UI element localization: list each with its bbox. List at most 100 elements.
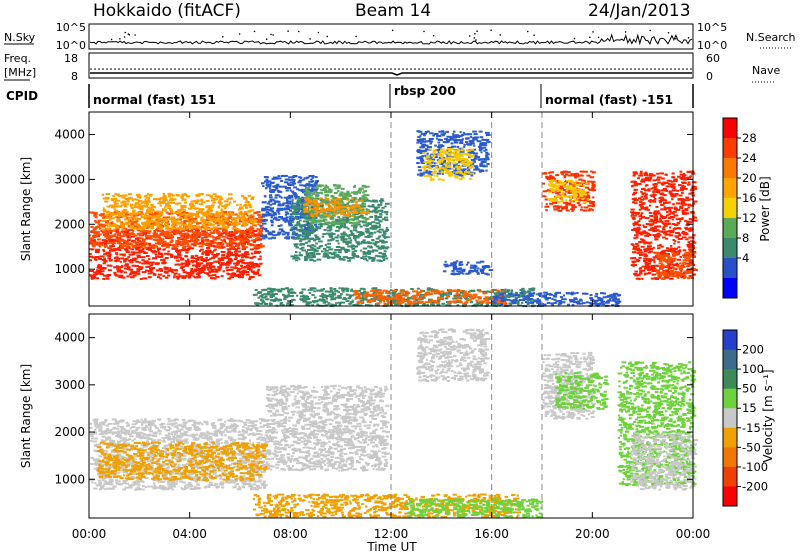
range-gate-cell — [467, 262, 469, 264]
range-gate-cell — [260, 299, 262, 301]
range-gate-cell — [293, 193, 297, 195]
range-gate-cell — [436, 138, 438, 140]
range-gate-cell — [442, 295, 444, 297]
range-gate-cell — [250, 257, 254, 259]
range-gate-cell — [340, 210, 344, 212]
range-gate-cell — [269, 302, 271, 304]
range-gate-cell — [232, 254, 235, 256]
range-gate-cell — [405, 303, 407, 305]
range-gate-cell — [264, 303, 269, 305]
range-gate-cell — [330, 202, 333, 204]
range-gate-cell — [146, 203, 149, 205]
range-gate-cell — [351, 192, 354, 194]
range-gate-cell — [126, 275, 129, 277]
range-gate-cell — [115, 216, 117, 218]
range-gate-cell — [452, 273, 455, 275]
range-gate-cell — [310, 231, 315, 233]
nsearch-point — [598, 37, 600, 39]
range-gate-cell — [155, 253, 158, 255]
range-gate-cell — [164, 269, 169, 271]
range-gate-cell — [362, 207, 364, 209]
range-gate-cell — [203, 259, 207, 261]
range-gate-cell — [440, 156, 443, 158]
range-gate-cell — [302, 238, 306, 240]
range-gate-cell — [201, 270, 204, 272]
range-gate-cell — [352, 254, 356, 256]
range-gate-cell — [330, 291, 334, 293]
range-gate-cell — [373, 200, 378, 202]
range-gate-cell — [467, 144, 470, 146]
range-gate-cell — [126, 201, 130, 203]
range-gate-cell — [132, 230, 134, 232]
range-gate-cell — [326, 233, 331, 235]
range-gate-cell — [327, 230, 331, 232]
range-gate-cell — [141, 213, 145, 215]
range-gate-cell — [177, 209, 181, 211]
range-gate-cell — [185, 233, 189, 235]
range-gate-cell — [353, 186, 356, 188]
range-gate-cell — [416, 157, 421, 159]
range-gate-cell — [418, 169, 422, 171]
nsearch-point — [625, 31, 627, 33]
range-gate-cell — [90, 275, 93, 277]
range-gate-cell — [234, 251, 238, 253]
range-gate-cell — [139, 241, 141, 243]
range-gate-cell — [347, 257, 351, 259]
range-gate-cell — [457, 168, 461, 170]
range-gate-cell — [179, 251, 181, 253]
range-gate-cell — [369, 247, 373, 249]
range-gate-cell — [309, 292, 312, 294]
range-gate-cell — [299, 180, 303, 182]
range-gate-cell — [148, 276, 152, 278]
range-gate-cell — [335, 223, 338, 225]
range-gate-cell — [224, 207, 227, 209]
range-gate-cell — [245, 256, 250, 258]
range-gate-cell — [287, 294, 290, 296]
range-gate-cell — [261, 216, 265, 218]
range-gate-cell — [134, 203, 137, 205]
range-gate-cell — [89, 241, 93, 243]
range-gate-cell — [188, 222, 192, 224]
range-gate-cell — [114, 193, 117, 195]
range-gate-cell — [196, 223, 199, 225]
range-gate-cell — [295, 257, 298, 259]
range-gate-cell — [95, 221, 100, 223]
range-gate-cell — [334, 202, 338, 204]
range-gate-cell — [179, 254, 182, 256]
range-gate-cell — [241, 261, 243, 263]
range-gate-cell — [112, 195, 115, 197]
range-gate-cell — [204, 272, 209, 274]
range-gate-cell — [96, 231, 100, 233]
range-gate-cell — [463, 153, 466, 155]
range-gate-cell — [136, 268, 141, 270]
range-gate-cell — [343, 259, 345, 261]
range-gate-cell — [185, 263, 187, 265]
range-gate-cell — [228, 193, 233, 195]
range-gate-cell — [489, 269, 494, 271]
range-gate-cell — [191, 220, 193, 222]
range-gate-cell — [219, 196, 223, 198]
range-gate-cell — [354, 238, 356, 240]
range-gate-cell — [291, 191, 294, 193]
range-gate-cell — [282, 204, 285, 206]
range-gate-cell — [148, 249, 151, 251]
range-gate-cell — [324, 222, 327, 224]
range-gate-cell — [136, 273, 141, 275]
range-gate-cell — [147, 193, 149, 195]
range-gate-cell — [277, 211, 279, 213]
range-gate-cell — [285, 211, 289, 213]
range-gate-cell — [485, 149, 488, 151]
range-gate-cell — [221, 275, 224, 277]
range-gate-cell — [243, 235, 247, 237]
range-gate-cell — [189, 230, 191, 232]
range-gate-cell — [225, 264, 230, 266]
range-gate-cell — [485, 132, 490, 134]
range-gate-cell — [347, 260, 351, 262]
range-gate-cell — [160, 205, 162, 207]
range-gate-cell — [130, 248, 134, 250]
range-gate-cell — [478, 290, 482, 292]
range-gate-cell — [258, 291, 263, 293]
range-gate-cell — [417, 136, 420, 138]
range-gate-cell — [249, 276, 252, 278]
range-gate-cell — [105, 217, 110, 219]
